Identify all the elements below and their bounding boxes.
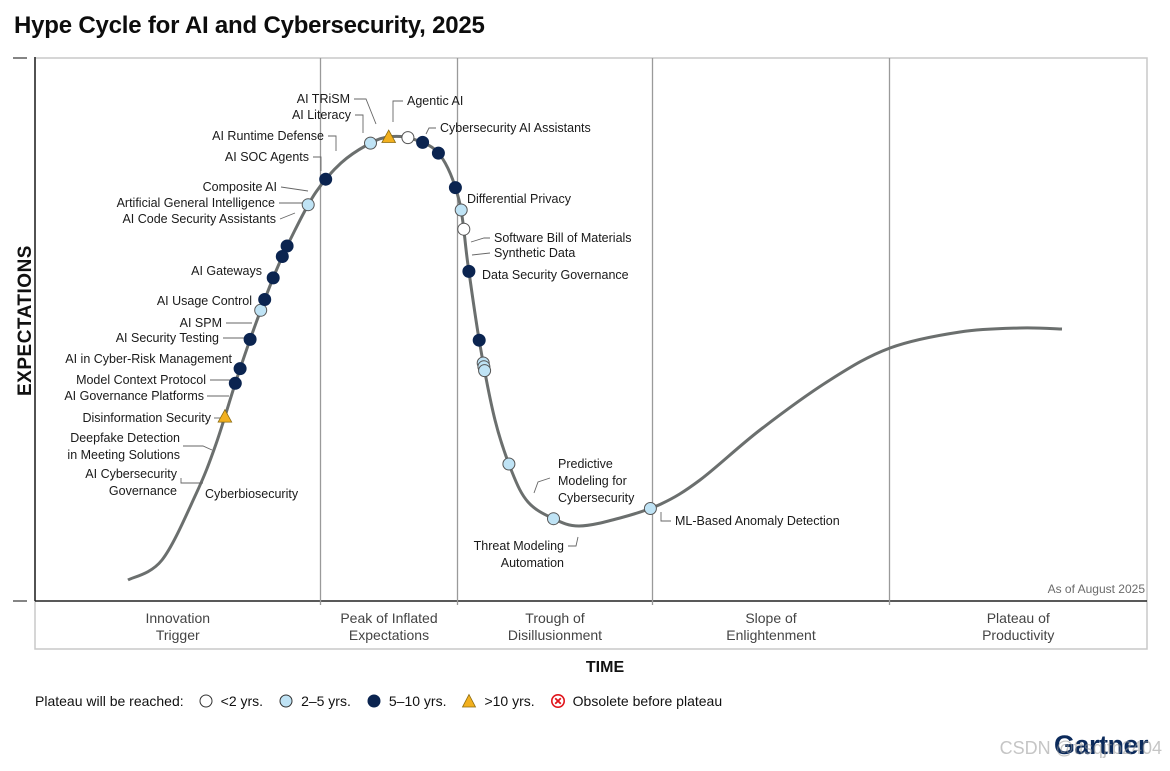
label-ai-usage-control: AI Usage Control (157, 294, 252, 308)
phase-label: Peak of Inflated Expectations (340, 610, 437, 643)
marker-ml-based-anomaly-detection (643, 502, 657, 515)
leader-line (533, 477, 551, 494)
leader-line (392, 100, 403, 122)
marker-predictive-modeling-for-cybersecurity (502, 457, 516, 471)
leader-line (355, 114, 364, 133)
label-composite-ai: Composite AI (203, 180, 277, 194)
leader-line (183, 445, 213, 451)
marker-disinformation-security (243, 332, 257, 346)
marker-cybersecurity-ai-assistants (462, 264, 476, 278)
legend-label: 2–5 yrs. (301, 693, 351, 709)
label-ai-code-security-assistants: AI Code Security Assistants (122, 212, 276, 226)
label-ml-based-anomaly-detection: ML-Based Anomaly Detection (675, 514, 840, 528)
label-leaders (180, 98, 671, 547)
marker-differential-privacy (472, 333, 486, 347)
leader-line (328, 135, 337, 151)
phase-label: Innovation Trigger (145, 610, 210, 643)
label-ai-literacy: AI Literacy (292, 108, 352, 122)
label-cyberbiosecurity: Cyberbiosecurity (205, 487, 299, 501)
leader-line (470, 237, 490, 243)
leader-line (180, 478, 203, 484)
label-deepfake-detection-in-meeting-solutions: Deepfake Detection in Meeting Solutions (67, 431, 180, 462)
legend-item-lt2: <2 yrs. (198, 693, 263, 709)
marker-ai-usage-control (301, 198, 315, 212)
legend-label: 5–10 yrs. (388, 693, 447, 709)
marker-ai-security-testing (275, 250, 289, 263)
chart-title: Hype Cycle for AI and Cybersecurity, 202… (14, 12, 485, 39)
yellow-triangle-icon (462, 693, 477, 708)
leader-line (354, 98, 377, 125)
label-ai-in-cyber-risk-management: AI in Cyber-Risk Management (65, 352, 232, 366)
legend: Plateau will be reached: <2 yrs. 2–5 yrs… (35, 690, 737, 712)
leader-line (425, 127, 436, 135)
marker-ai-runtime-defense (431, 146, 445, 160)
phase-label: Trough of Disillusionment (508, 610, 602, 643)
label-ai-trism: AI TRiSM (297, 92, 350, 106)
label-ai-cybersecurity-governance: AI Cybersecurity Governance (85, 467, 177, 498)
leader-line (660, 512, 671, 522)
x-axis-label: TIME (585, 659, 625, 676)
label-agentic-ai: Agentic AI (407, 94, 463, 108)
as-of-note: As of August 2025 (1047, 582, 1145, 596)
phase-label: Plateau of Productivity (982, 610, 1054, 643)
label-ai-runtime-defense: AI Runtime Defense (212, 129, 324, 143)
legend-label: >10 yrs. (484, 693, 535, 709)
marker-ai-in-cyber-risk-management (266, 271, 280, 285)
legend-item-gt10: >10 yrs. (461, 693, 535, 709)
leader-line (280, 186, 309, 192)
technology-labels: Cyberbiosecurity AI Cybersecurity Governan… (64, 92, 839, 570)
marker-agentic-ai (457, 222, 471, 236)
marker-ai-literacy (448, 181, 462, 195)
marker-deepfake-detection-in-meeting-solutions (233, 362, 247, 376)
marker-model-context-protocol (258, 293, 272, 306)
legend-item-5to10: 5–10 yrs. (366, 693, 447, 709)
leader-line (313, 156, 322, 171)
label-ai-security-testing: AI Security Testing (116, 331, 219, 345)
leader-line (568, 536, 579, 547)
obsolete-x-icon (550, 694, 565, 708)
label-ai-governance-platforms: AI Governance Platforms (64, 389, 204, 403)
label-model-context-protocol: Model Context Protocol (76, 373, 206, 387)
legend-label: Obsolete before plateau (572, 693, 723, 709)
marker-ai-cybersecurity-governance (228, 376, 242, 390)
marker-ai-soc-agents (416, 135, 430, 149)
label-data-security-governance: Data Security Governance (482, 268, 629, 282)
label-ai-soc-agents: AI SOC Agents (225, 150, 309, 164)
legend-item-obsolete: Obsolete before plateau (550, 693, 722, 709)
dark-blue-circle-icon (367, 694, 381, 708)
phase-label: Slope of Enlightenment (726, 610, 816, 643)
marker-ai-trism (454, 203, 468, 217)
marker-composite-ai (401, 131, 415, 145)
label-artificial-general-intelligence: Artificial General Intelligence (117, 196, 275, 210)
label-synthetic-data: Synthetic Data (494, 246, 575, 260)
marker-artificial-general-intelligence (381, 129, 397, 143)
gartner-logo: Gartner (1053, 730, 1149, 760)
label-threat-modeling-automation: Threat Modeling Automation (474, 539, 564, 570)
marker-data-security-governance (478, 364, 492, 378)
csdn-watermark: CSDN @ttsqjtb2404 (999, 738, 1162, 758)
marker-threat-modeling-automation (547, 512, 560, 526)
technology-markers (217, 129, 657, 526)
label-ai-gateways: AI Gateways (191, 264, 262, 278)
label-cybersecurity-ai-assistants: Cybersecurity AI Assistants (440, 121, 591, 135)
label-ai-spm: AI SPM (180, 316, 222, 330)
open-circle-icon (199, 694, 213, 708)
label-software-bill-of-materials: Software Bill of Materials (494, 231, 632, 245)
leader-line (279, 212, 296, 220)
marker-ai-governance-platforms (254, 303, 268, 317)
legend-item-2to5: 2–5 yrs. (278, 693, 351, 709)
light-blue-circle-icon (279, 694, 293, 708)
legend-label: <2 yrs. (220, 693, 264, 709)
label-differential-privacy: Differential Privacy (467, 192, 572, 206)
phase-labels: Innovation Trigger Peak of Inflated Expecta… (145, 610, 1054, 643)
marker-ai-code-security-assistants (364, 136, 377, 150)
label-disinformation-security: Disinformation Security (82, 411, 211, 425)
leader-line (471, 252, 491, 256)
marker-ai-spm (280, 239, 294, 253)
label-predictive-modeling-for-cybersecurity: Predictive Modeling for Cybersecurity (558, 457, 635, 505)
marker-ai-gateways (319, 172, 333, 186)
legend-title: Plateau will be reached: (35, 693, 184, 709)
hype-cycle-chart: Innovation Trigger Peak of Inflated Expecta… (13, 57, 1148, 650)
marker-cyberbiosecurity (217, 408, 233, 423)
